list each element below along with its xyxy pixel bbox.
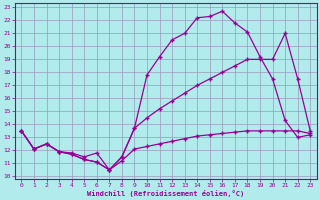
X-axis label: Windchill (Refroidissement éolien,°C): Windchill (Refroidissement éolien,°C) (87, 190, 244, 197)
